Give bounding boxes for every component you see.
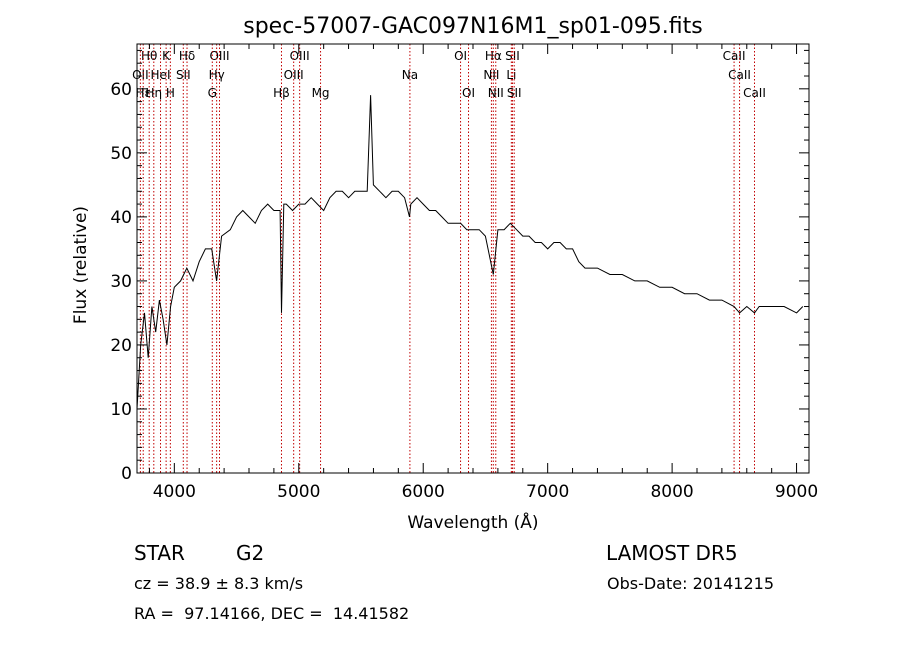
line-marker-label-5: OI [454, 49, 467, 63]
line-marker-label-13: OIII [284, 68, 304, 82]
line-marker-label-4: OIII [290, 49, 310, 63]
y-tick-label-4: 40 [110, 208, 132, 228]
x-tick-label-1: 5000 [277, 482, 320, 502]
spectrum-line-0 [136, 95, 804, 410]
line-marker-label-9: OII [132, 68, 149, 82]
line-marker-label-7: SII [505, 49, 520, 63]
y-tick-label-0: 0 [121, 464, 132, 484]
line-marker-label-2: Hδ [179, 49, 195, 63]
y-tick-label-1: 10 [110, 400, 132, 420]
line-marker-label-24: OI [462, 86, 475, 100]
y-axis-label: Flux (relative) [71, 206, 91, 324]
line-marker-label-10: HeI [151, 68, 171, 82]
x-tick-label-4: 8000 [650, 482, 693, 502]
object-class: STAR [134, 541, 185, 565]
line-marker-label-23: Na [402, 68, 418, 82]
coordinates: RA = 97.14166, DEC = 14.41582 [134, 604, 410, 623]
line-marker-label-12: Hγ [209, 68, 225, 82]
y-tick-label-6: 60 [110, 80, 132, 100]
line-marker-label-19: H [166, 86, 175, 100]
line-marker-label-26: SII [507, 86, 522, 100]
line-marker-label-25: NII [488, 86, 504, 100]
line-marker-label-20: G [208, 86, 217, 100]
line-marker-label-18: Hη [145, 86, 162, 100]
line-marker-label-22: Mg [312, 86, 330, 100]
x-tick-label-0: 4000 [153, 482, 196, 502]
object-subclass: G2 [236, 541, 265, 565]
x-tick-label-5: 9000 [775, 482, 818, 502]
spectrum-series [136, 95, 804, 410]
line-marker-label-17: Hε [135, 86, 151, 100]
y-tick-label-5: 50 [110, 144, 132, 164]
line-marker-label-11: SII [176, 68, 191, 82]
line-marker-label-16: CaII [728, 68, 751, 82]
obs-date: Obs-Date: 20141215 [607, 574, 775, 593]
redshift-cz: cz = 38.9 ± 8.3 km/s [134, 574, 304, 593]
line-marker-label-14: NII [483, 68, 499, 82]
line-marker-label-21: Hβ [273, 86, 290, 100]
line-marker-label-8: CaII [723, 49, 746, 63]
plot-frame [136, 43, 810, 474]
y-axis: 0 10 20 30 40 50 60 [110, 49, 809, 484]
survey-name: LAMOST DR5 [606, 541, 738, 565]
line-marker-label-15: Li [506, 68, 516, 82]
x-tick-label-3: 7000 [526, 482, 569, 502]
line-marker-label-0: Hθ [141, 49, 157, 63]
line-marker-label-1: K [162, 49, 171, 63]
x-axis: 4000 5000 6000 7000 8000 9000 [148, 44, 818, 502]
line-marker-label-3: OIII [209, 49, 229, 63]
y-tick-label-2: 20 [110, 336, 132, 356]
x-tick-label-2: 6000 [402, 482, 445, 502]
y-tick-label-3: 30 [110, 272, 132, 292]
chart-title: spec-57007-GAC097N16M1_sp01-095.fits [243, 14, 703, 39]
line-marker-label-27: CaII [743, 86, 766, 100]
line-marker-label-6: Hα [485, 49, 502, 63]
x-axis-label: Wavelength (Å) [407, 511, 538, 533]
